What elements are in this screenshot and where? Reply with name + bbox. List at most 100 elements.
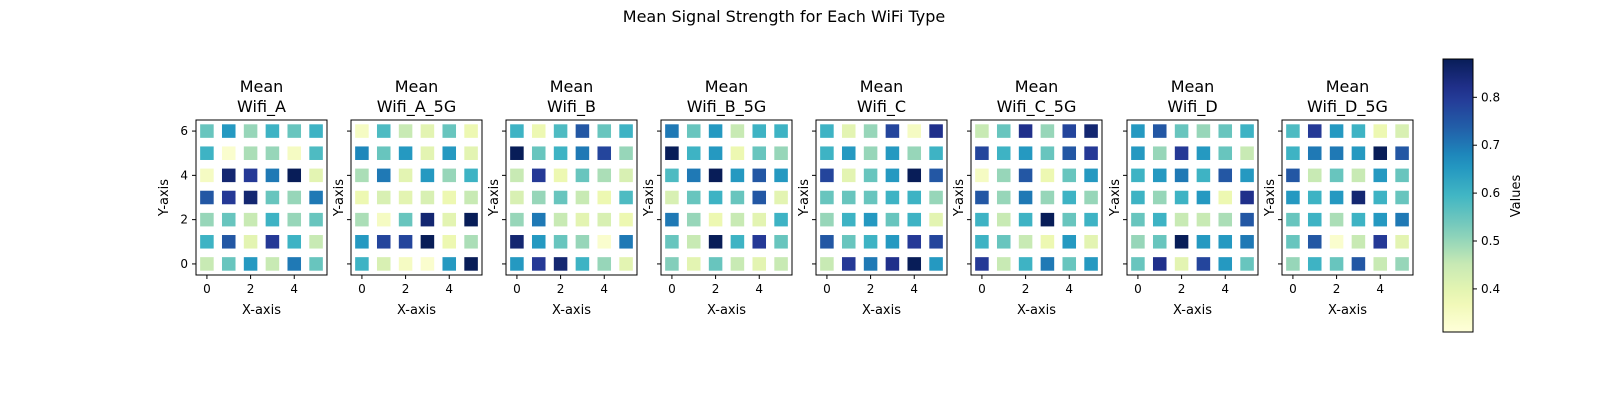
heatmap-cell [265,168,280,183]
heatmap-cell [420,168,435,183]
heatmap-cell [1329,146,1344,160]
heatmap-cell [1351,257,1366,271]
heatmap-cell [752,190,767,205]
heatmap-cell [774,146,788,160]
heatmap-cell [1018,124,1033,138]
heatmap-cell [1152,235,1167,249]
heatmap-cell [996,146,1011,160]
heatmap-cell [1062,124,1077,138]
heatmap-cell [531,168,546,183]
x-tick-label: 2 [402,282,410,296]
heatmap-cell [752,212,767,227]
y-axis-label: Y-axis [487,179,502,217]
heatmap-cell [885,257,900,271]
heatmap-cell [665,190,679,205]
heatmap-cell [553,168,568,183]
x-tick-label: 4 [445,282,453,296]
heatmap-cell [1018,146,1033,160]
heatmap-cell [1329,212,1344,227]
heatmap-cell [996,212,1011,227]
heatmap-cell [730,190,745,205]
panel-title-line1: Mean [1015,77,1059,96]
heatmap-cell [553,235,568,249]
heatmap-cell [510,190,524,205]
heatmap-cell [287,212,302,227]
heatmap-cell [1329,124,1344,138]
heatmap-cell [355,235,369,249]
heatmap-cell [996,168,1011,183]
heatmap-cell [907,257,922,271]
heatmap-cell [1286,212,1300,227]
heatmap-cell [309,212,323,227]
heatmap-cell [774,190,788,205]
heatmap-cell [1395,235,1409,249]
heatmap-cell [531,124,546,138]
panel-title-line2: Wifi_B_5G [687,97,767,117]
heatmap-cell [1018,212,1033,227]
panel-title-line1: Mean [240,77,284,96]
x-tick-label: 4 [1376,282,1384,296]
heatmap-cell [752,257,767,271]
axes-frame [1126,119,1259,276]
heatmap-cell [686,190,701,205]
panel-title-line2: Wifi_C [857,97,906,117]
heatmap-cell [575,146,590,160]
heatmap-cell [597,190,612,205]
heatmap-cell [442,124,457,138]
heatmap-cell [1062,235,1077,249]
heatmap-cell [1174,257,1189,271]
heatmap-cell [996,257,1011,271]
colorbar-gradient [1442,58,1474,333]
heatmap-cell [1218,124,1233,138]
heatmap-cell [1084,190,1098,205]
heatmap-cell [442,190,457,205]
heatmap-cell [355,124,369,138]
heatmap-cell [820,235,834,249]
heatmap-cell [1084,212,1098,227]
heatmap-cell [665,168,679,183]
heatmap-cell [1131,190,1145,205]
heatmap-cell [243,212,258,227]
heatmap-cell [1286,235,1300,249]
heatmap-cell [221,235,236,249]
heatmap-cell [1040,257,1055,271]
heatmap-cell [1351,124,1366,138]
y-axis-label: Y-axis [642,179,657,217]
x-axis-label: X-axis [862,303,901,318]
x-axis-label: X-axis [397,303,436,318]
heatmap-cell [1395,257,1409,271]
heatmap-cell [553,257,568,271]
y-tick-label: 4 [180,168,188,182]
heatmap-cell [665,235,679,249]
heatmap-cell [420,235,435,249]
heatmap-cell [553,124,568,138]
heatmap-cell [420,257,435,271]
panel-title-line1: Mean [860,77,904,96]
heatmap-cell [1218,235,1233,249]
heatmap-cell [708,168,723,183]
panel-title-line2: Wifi_A [237,97,286,117]
heatmap-cell [287,124,302,138]
colorbar-ticks: 0.4 0.5 0.6 0.7 0.8 [1473,90,1500,296]
heatmap-cell [1218,146,1233,160]
heatmap-cell [265,212,280,227]
heatmap-cell [708,146,723,160]
heatmap-cell [774,235,788,249]
heatmap-cell [1351,190,1366,205]
heatmap-cell [464,124,478,138]
heatmap-cell [376,124,391,138]
heatmap-cell [619,124,633,138]
heatmap-cell [863,190,878,205]
heatmap-cell [1062,190,1077,205]
heatmap-cell [907,235,922,249]
heatmap-cell [287,235,302,249]
heatmap-cell [1286,190,1300,205]
heatmap-cell [1152,124,1167,138]
heatmap-cell [287,146,302,160]
heatmap-cell [200,168,214,183]
axes-frame [195,119,328,276]
heatmap-cell [1152,257,1167,271]
heatmap-cell [1218,190,1233,205]
heatmap-cell [510,124,524,138]
